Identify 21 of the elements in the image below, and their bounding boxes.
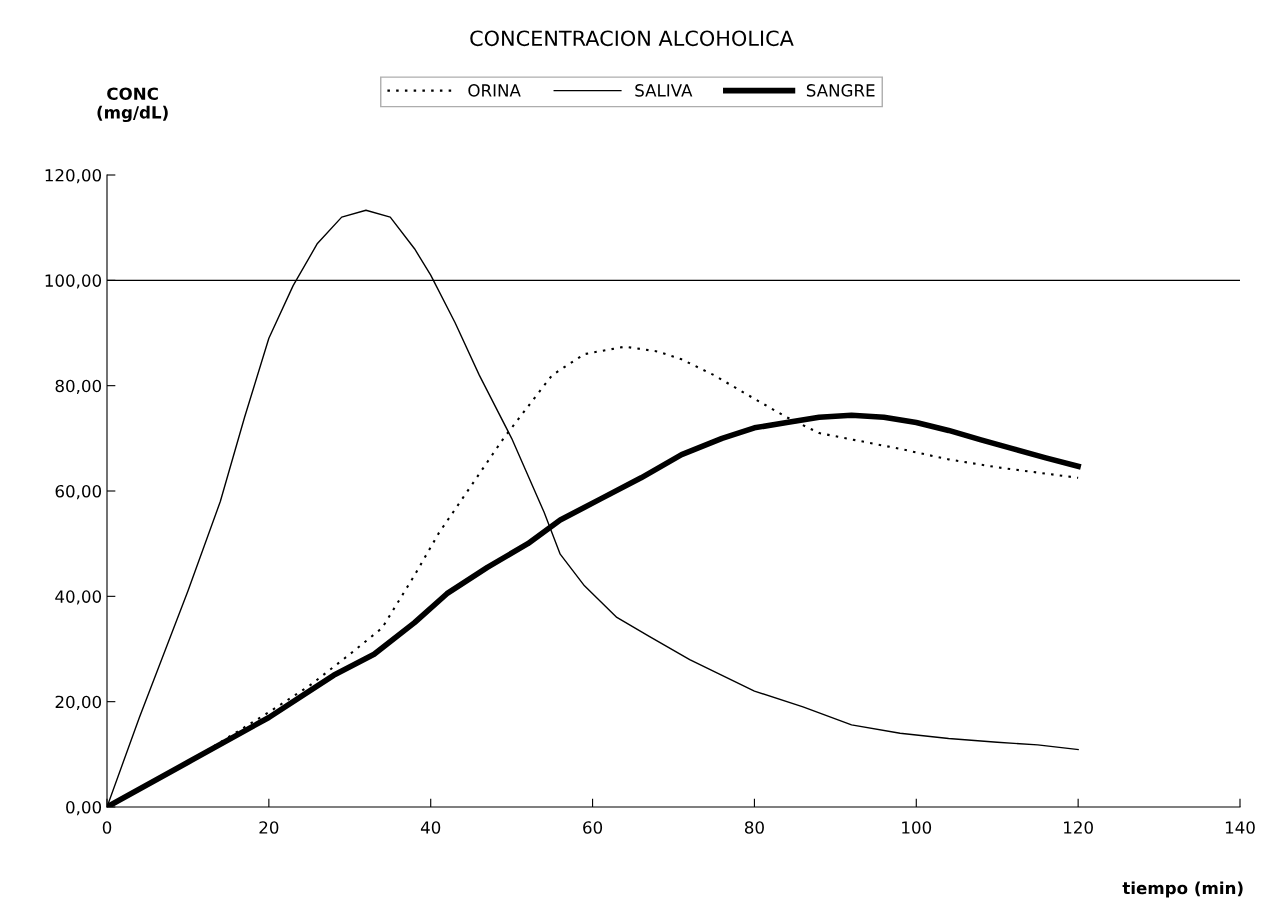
y-axis-title: CONC (mg/dL) bbox=[97, 87, 168, 123]
x-tick-label: 0 bbox=[102, 821, 112, 834]
legend-label: SALIVA bbox=[635, 84, 693, 97]
x-tick-label: 20 bbox=[259, 821, 279, 834]
x-tick-label: 100 bbox=[902, 821, 932, 834]
y-tick-label: 80,00 bbox=[55, 379, 102, 394]
x-tick-label: 40 bbox=[420, 821, 441, 834]
x-tick-label: 60 bbox=[583, 821, 603, 834]
y-tick-label: 120,00 bbox=[45, 168, 102, 184]
x-tick-label: 80 bbox=[744, 821, 764, 834]
legend-label: ORINA bbox=[468, 84, 521, 97]
x-axis-title: tiempo (min) bbox=[1122, 881, 1243, 898]
chart-title: CONCENTRACION ALCOHOLICA bbox=[470, 30, 794, 47]
x-tick-label: 140 bbox=[1225, 821, 1255, 834]
legend-label: SANGRE bbox=[806, 84, 875, 97]
y-tick-label: 40,00 bbox=[55, 590, 102, 605]
y-tick-label: 0,00 bbox=[66, 800, 102, 816]
y-tick-label: 60,00 bbox=[55, 484, 102, 500]
y-tick-label: 100,00 bbox=[45, 274, 102, 289]
x-tick-label: 120 bbox=[1064, 821, 1093, 834]
y-tick-label: 20,00 bbox=[55, 695, 102, 710]
